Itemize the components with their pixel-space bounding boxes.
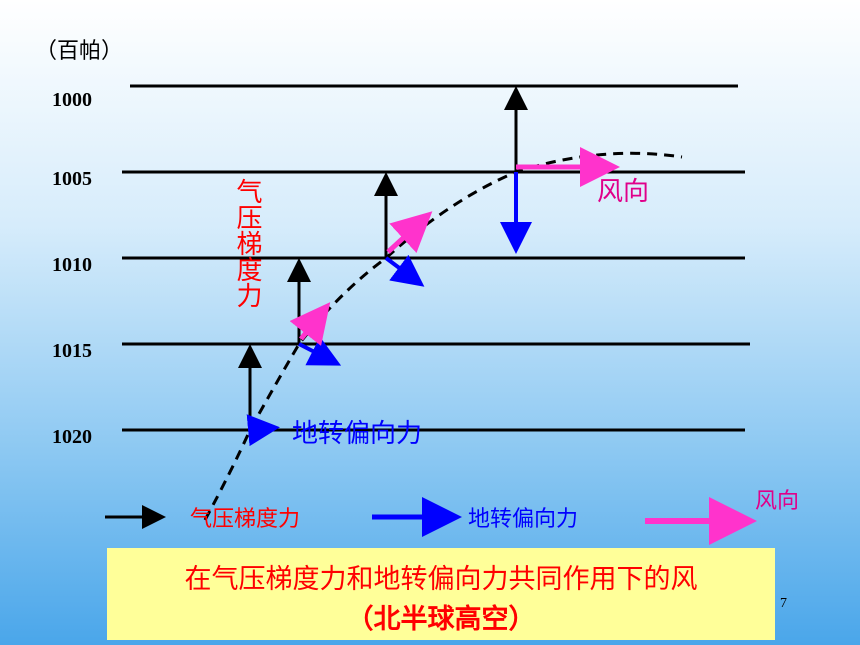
legend-label: 风向 — [755, 489, 799, 514]
caption-line: 在气压梯度力和地转偏向力共同作用下的风 — [185, 564, 698, 595]
isobar-label: 1020 — [52, 426, 92, 448]
gradient-arrows — [238, 86, 528, 430]
page-number: 7 — [780, 596, 787, 611]
caption-box — [107, 548, 775, 640]
legend-label: 地转偏向力 — [468, 507, 578, 532]
isobar-label: 1000 — [52, 89, 92, 111]
legend-label: 气压梯度力 — [190, 507, 300, 532]
caption-line: （北半球高空） — [347, 603, 536, 635]
coriolis-arrows — [246, 172, 532, 447]
wind-label: 风向 — [597, 177, 649, 207]
gradient-label: 气压梯度力 — [232, 178, 262, 308]
wind-path — [203, 151, 683, 521]
isobar-label: 1010 — [52, 254, 92, 276]
isobar-label: 1015 — [52, 340, 92, 362]
isobar-label: 1005 — [52, 168, 92, 190]
coriolis-label: 地转偏向力 — [292, 419, 422, 449]
isobar-lines — [122, 84, 750, 432]
wind-arrows — [289, 147, 620, 346]
unit-label: （百帕） — [35, 39, 123, 64]
